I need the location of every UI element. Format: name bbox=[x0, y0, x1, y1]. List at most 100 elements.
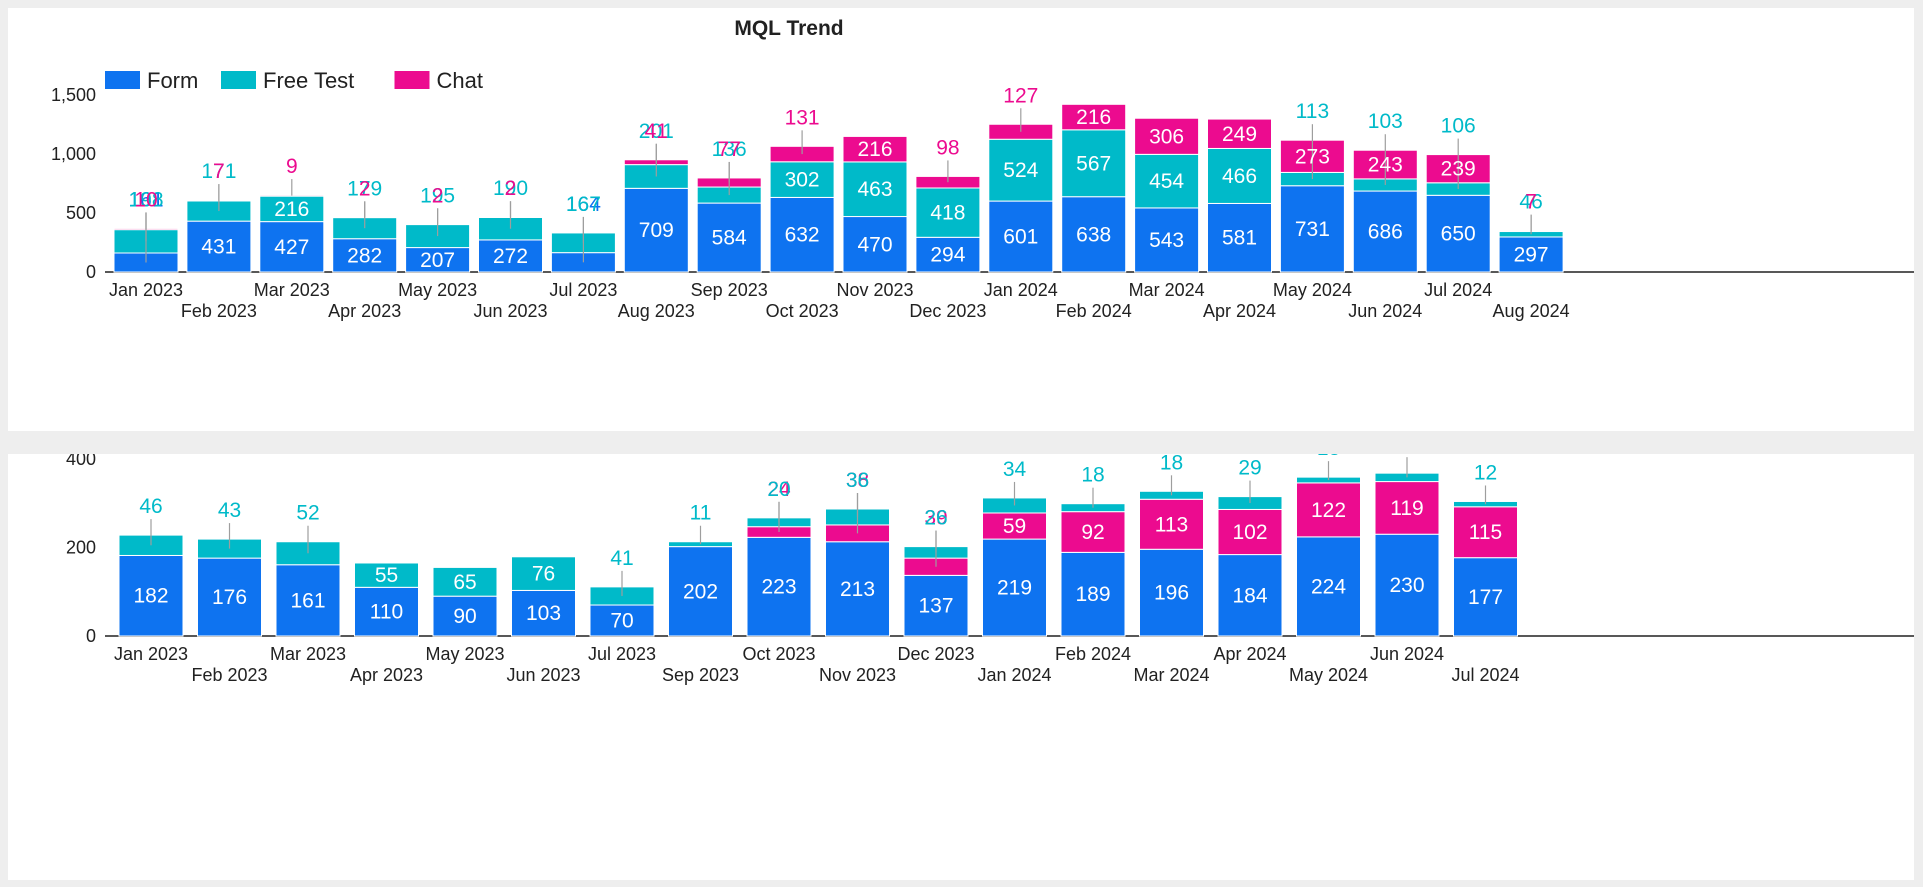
data-label-free-test-oct-2023: 302 bbox=[785, 169, 820, 192]
bar-form-jan-2024 bbox=[988, 200, 1054, 273]
bar-marketo-form-mar-2023 bbox=[275, 564, 341, 637]
mql-trend-chart: MQL Trend Form Free Test Chat 0 500 1,000 1,500… bbox=[51, 17, 1914, 321]
data-label-free-test-apr-2024: 29 bbox=[1238, 457, 1261, 480]
data-label-free-test-sep-2023: 136 bbox=[712, 138, 747, 161]
data-label-free-test-jan-2023: 198 bbox=[128, 188, 163, 211]
x-tick-label-oct-2023: Oct 2023 bbox=[742, 644, 815, 664]
data-label-free-test-jul-2023: 167 bbox=[566, 193, 601, 216]
data-label-free-test-mar-2024: 18 bbox=[1160, 454, 1183, 474]
x-tick-label-jun-2023: Jun 2023 bbox=[473, 301, 547, 321]
data-label-form-mar-2023: 427 bbox=[274, 236, 309, 259]
bar-form-may-2023 bbox=[405, 247, 471, 273]
data-label-drift-chat-jan-2024: 59 bbox=[1003, 515, 1026, 538]
data-label-drift-chat-may-2024: 122 bbox=[1311, 499, 1346, 522]
bar-form-oct-2023 bbox=[769, 196, 835, 273]
x-tick-label-jul-2024: Jul 2024 bbox=[1424, 280, 1492, 300]
bar-form-apr-2024 bbox=[1207, 202, 1272, 273]
x-tick-label-feb-2024: Feb 2024 bbox=[1056, 301, 1132, 321]
x-tick-label-jan-2024: Jan 2024 bbox=[984, 280, 1058, 300]
x-tick-label-may-2023: May 2023 bbox=[425, 644, 504, 664]
y-tick-label: 0 bbox=[86, 626, 96, 646]
mql-trend-panel: MQL Trend Form Free Test Chat 0 500 1,000 1,500… bbox=[8, 8, 1914, 431]
bar-free-test-jan-2024 bbox=[988, 138, 1054, 202]
bar-marketo-form-jan-2023 bbox=[118, 554, 184, 637]
data-label-chat-mar-2024: 306 bbox=[1149, 125, 1184, 148]
data-label-form-jul-2023: 164 bbox=[566, 193, 601, 216]
data-label-free-test-dec-2023: 418 bbox=[930, 202, 965, 225]
data-label-form-sep-2023: 584 bbox=[712, 227, 747, 250]
data-label-free-test-sep-2023: 11 bbox=[690, 502, 712, 525]
bar-free-test-feb-2024 bbox=[1061, 129, 1127, 198]
data-label-form-jan-2023: 161 bbox=[128, 188, 163, 211]
x-tick-label-sep-2023: Sep 2023 bbox=[691, 280, 768, 300]
data-label-drift-chat-jul-2024: 115 bbox=[1469, 521, 1502, 544]
data-label-chat-jun-2024: 243 bbox=[1368, 154, 1403, 177]
data-label-free-test-jun-2024: 103 bbox=[1368, 110, 1403, 133]
sal-trend-chart: SAL TrendMarketo FormDrift/ChatFree Test… bbox=[66, 454, 1914, 685]
bar-marketo-form-feb-2023 bbox=[197, 557, 262, 637]
bar-marketo-form-sep-2023 bbox=[668, 546, 733, 637]
data-label-free-test-jul-2023: 41 bbox=[610, 547, 633, 570]
bar-form-nov-2023 bbox=[842, 216, 908, 273]
data-label-form-nov-2023: 470 bbox=[857, 233, 892, 256]
data-label-form-aug-2024: 297 bbox=[1514, 243, 1549, 266]
bar-drift-chat-may-2024 bbox=[1296, 482, 1361, 538]
data-label-marketo-form-sep-2023: 202 bbox=[683, 580, 718, 603]
data-label-chat-jun-2023: 2 bbox=[505, 177, 517, 200]
bar-drift-chat-jan-2024 bbox=[982, 512, 1047, 540]
data-label-free-test-mar-2023: 216 bbox=[274, 198, 309, 221]
bar-marketo-form-jul-2023 bbox=[589, 604, 655, 637]
data-label-form-apr-2024: 581 bbox=[1222, 227, 1257, 250]
bar-form-feb-2023 bbox=[186, 220, 252, 273]
data-label-marketo-form-may-2024: 224 bbox=[1311, 575, 1346, 598]
data-label-form-feb-2024: 638 bbox=[1076, 223, 1111, 246]
legend-label-marketo-form: Marketo Form bbox=[147, 454, 284, 457]
data-label-chat-dec-2023: 98 bbox=[936, 136, 959, 159]
data-label-marketo-form-jan-2024: 219 bbox=[997, 577, 1032, 600]
bar-marketo-form-jan-2024 bbox=[982, 538, 1047, 637]
y-tick-label: 0 bbox=[86, 262, 96, 282]
x-tick-label-apr-2023: Apr 2023 bbox=[350, 665, 423, 685]
data-label-drift-chat-feb-2024: 92 bbox=[1081, 521, 1104, 544]
data-label-free-test-jun-2023: 76 bbox=[532, 563, 555, 586]
x-tick-label-jun-2024: Jun 2024 bbox=[1370, 644, 1444, 664]
data-label-free-test-jan-2024: 524 bbox=[1003, 159, 1038, 182]
data-label-form-aug-2023: 709 bbox=[639, 219, 674, 242]
x-tick-label-apr-2024: Apr 2024 bbox=[1203, 301, 1276, 321]
bar-free-test-oct-2023 bbox=[769, 161, 835, 198]
data-label-free-test-feb-2024: 18 bbox=[1081, 464, 1104, 487]
data-label-free-test-may-2023: 65 bbox=[453, 571, 476, 594]
x-tick-label-oct-2023: Oct 2023 bbox=[766, 301, 839, 321]
bar-marketo-form-nov-2023 bbox=[825, 541, 890, 637]
x-tick-label-aug-2024: Aug 2024 bbox=[1493, 301, 1570, 321]
legend-swatch-form bbox=[105, 71, 140, 89]
data-label-marketo-form-dec-2023: 137 bbox=[918, 595, 953, 618]
data-label-free-test-nov-2023: 36 bbox=[846, 469, 869, 492]
bar-marketo-form-feb-2024 bbox=[1060, 551, 1126, 637]
data-label-marketo-form-may-2023: 90 bbox=[453, 605, 476, 628]
data-label-free-test-jun-2023: 190 bbox=[493, 177, 528, 200]
bar-marketo-form-jun-2023 bbox=[511, 589, 576, 637]
data-label-free-test-apr-2024: 466 bbox=[1222, 165, 1257, 188]
data-label-free-test-oct-2023: 20 bbox=[767, 478, 790, 501]
data-label-form-jan-2024: 601 bbox=[1003, 226, 1038, 249]
x-tick-label-jul-2023: Jul 2023 bbox=[588, 644, 656, 664]
data-label-chat-apr-2023: 2 bbox=[359, 177, 371, 200]
data-label-drift-chat-apr-2024: 102 bbox=[1232, 521, 1267, 544]
sal-trend-panel: SAL TrendMarketo FormDrift/ChatFree Test… bbox=[8, 454, 1914, 880]
data-label-free-test-jan-2024: 34 bbox=[1003, 458, 1027, 481]
bar-marketo-form-oct-2023 bbox=[746, 536, 812, 637]
mql-chart-title: MQL Trend bbox=[734, 17, 843, 40]
data-label-marketo-form-mar-2023: 161 bbox=[290, 589, 325, 612]
bar-marketo-form-dec-2023 bbox=[903, 574, 969, 637]
bar-marketo-form-jul-2024 bbox=[1453, 557, 1518, 637]
data-label-free-test-feb-2024: 567 bbox=[1076, 152, 1111, 175]
data-label-free-test-nov-2023: 463 bbox=[857, 178, 892, 201]
data-label-free-test-jan-2023: 46 bbox=[139, 495, 162, 518]
data-label-drift-chat-mar-2024: 113 bbox=[1155, 513, 1188, 536]
x-tick-label-dec-2023: Dec 2023 bbox=[897, 644, 974, 664]
data-label-form-dec-2023: 294 bbox=[930, 244, 965, 267]
data-label-chat-jan-2024: 127 bbox=[1003, 84, 1038, 107]
data-label-form-jun-2024: 686 bbox=[1368, 221, 1403, 244]
data-label-free-test-may-2024: 13 bbox=[1317, 454, 1340, 460]
